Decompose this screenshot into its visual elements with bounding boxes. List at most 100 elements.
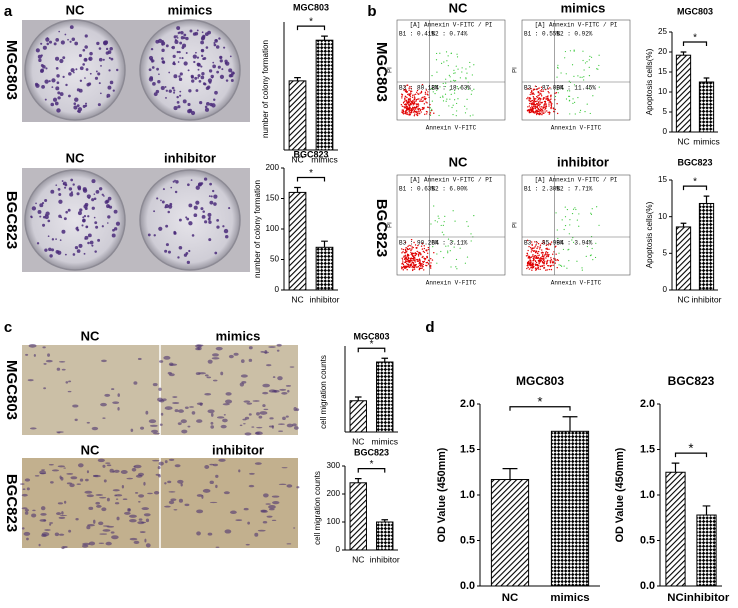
event: [466, 86, 468, 88]
colony: [74, 41, 79, 46]
colony: [176, 26, 181, 31]
x-tick-label: NC: [502, 592, 518, 604]
colony: [194, 76, 198, 80]
quadrant-label: B2 : 6.00%: [431, 186, 467, 193]
colony: [39, 203, 44, 208]
event: [440, 62, 443, 64]
colony: [205, 46, 209, 49]
event: [417, 105, 419, 108]
event: [431, 75, 433, 77]
colony: [197, 76, 200, 79]
cell: [225, 392, 232, 396]
cell: [160, 412, 164, 416]
colony: [192, 32, 197, 36]
event: [535, 95, 538, 98]
colony: [197, 62, 201, 67]
event: [556, 266, 558, 269]
event: [430, 223, 432, 225]
event: [574, 207, 576, 209]
event: [535, 244, 537, 246]
event: [405, 110, 407, 113]
colony: [216, 218, 220, 222]
event: [425, 249, 427, 252]
cell: [254, 532, 259, 537]
event: [445, 245, 447, 247]
cell: [241, 380, 247, 384]
significance-label: *: [537, 394, 542, 409]
colony: [158, 226, 163, 231]
cell: [105, 462, 111, 464]
colony: [178, 245, 183, 250]
event: [568, 248, 570, 250]
event: [453, 80, 456, 82]
cell: [152, 459, 160, 462]
cell: [58, 516, 66, 519]
colony: [182, 99, 187, 104]
event: [407, 107, 410, 110]
colony: [211, 189, 215, 193]
colony: [178, 50, 181, 54]
colony: [95, 190, 100, 194]
event: [420, 111, 422, 113]
event: [544, 104, 546, 106]
colony: [101, 225, 104, 228]
event: [426, 256, 428, 258]
event: [412, 252, 415, 255]
event: [528, 105, 531, 107]
event: [533, 257, 535, 259]
event: [545, 105, 548, 108]
event: [404, 90, 407, 93]
event: [577, 96, 579, 99]
colony: [95, 225, 99, 229]
event: [563, 265, 565, 267]
event: [555, 245, 557, 248]
event: [405, 257, 407, 259]
significance-bracket: [357, 347, 386, 353]
event: [547, 254, 549, 257]
event: [526, 97, 528, 100]
event: [572, 98, 574, 100]
event: [412, 246, 414, 249]
event: [417, 98, 419, 100]
event: [537, 104, 539, 106]
event: [541, 101, 543, 104]
event: [445, 51, 448, 53]
colony: [183, 253, 188, 257]
colony: [56, 74, 60, 78]
event: [530, 267, 532, 269]
colony: [147, 233, 151, 237]
cell: [204, 464, 210, 469]
cell: [153, 432, 160, 435]
event: [438, 114, 440, 117]
event: [546, 269, 548, 271]
colony: [173, 35, 177, 39]
cell: [87, 524, 95, 527]
event: [579, 109, 582, 111]
cell: [128, 514, 137, 518]
quadrant-label: B2 : 0.92%: [556, 31, 592, 38]
colony: [197, 68, 200, 71]
row-label: BGC823: [3, 191, 20, 249]
colony: [195, 89, 199, 92]
cell: [99, 533, 108, 535]
colony: [94, 221, 98, 225]
event: [533, 247, 535, 249]
x-tick-label: NC: [291, 154, 303, 164]
plot-header: [A] Annexin V-FITC / PI: [535, 22, 618, 29]
event: [420, 98, 422, 100]
cell: [272, 500, 280, 505]
cell: [178, 409, 184, 413]
event: [557, 92, 559, 94]
colony: [161, 60, 165, 64]
event: [406, 255, 408, 257]
event: [440, 224, 442, 227]
cell: [295, 408, 300, 412]
colony: [50, 102, 55, 107]
event: [539, 103, 541, 106]
event: [535, 109, 537, 112]
cell: [113, 469, 120, 473]
colony: [46, 42, 50, 46]
cell: [248, 346, 253, 350]
event: [528, 109, 530, 111]
event: [401, 248, 403, 250]
